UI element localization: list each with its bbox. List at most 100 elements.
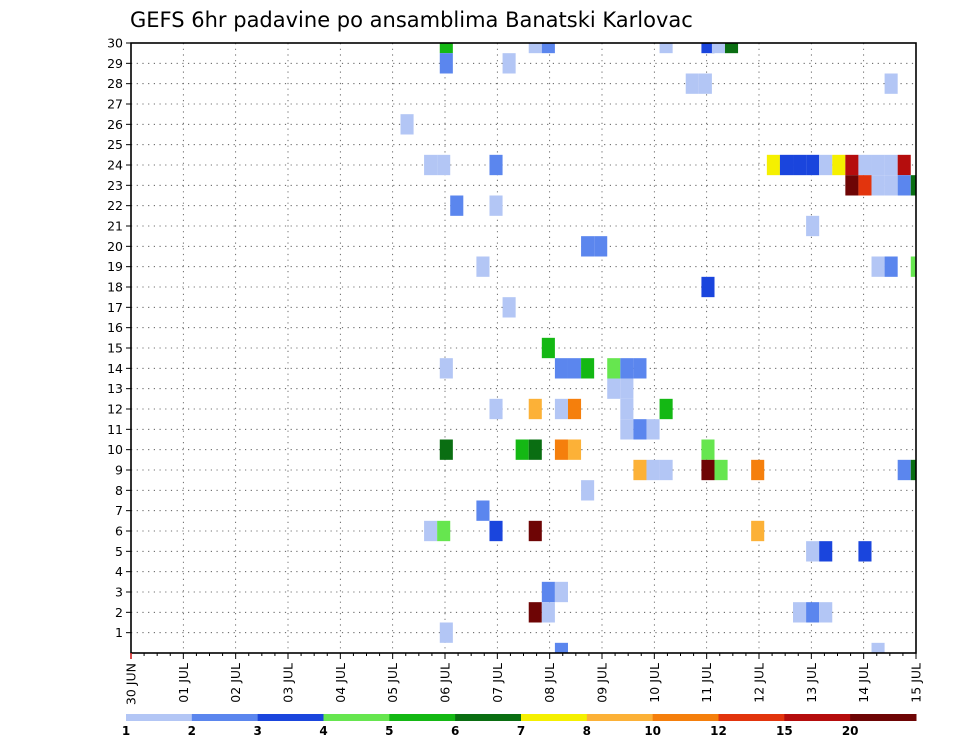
legend-swatch [323,714,390,721]
precip-cell [528,398,542,420]
legend-label: 3 [253,724,261,738]
legend-label: 2 [188,724,196,738]
x-tick-label: 08 JUL [542,663,557,703]
y-tick-label: 20 [107,239,123,254]
x-tick-label: 12 JUL [752,663,767,703]
y-tick-label: 9 [115,463,123,478]
precip-cell [400,114,414,135]
chart-title: GEFS 6hr padavine po ansamblima Banatski… [130,8,693,32]
precip-cell [633,358,647,379]
x-tick-label: 10 JUL [647,663,662,703]
precip-cell [554,642,568,653]
x-tick-label: 07 JUL [490,663,505,703]
precip-cell [711,43,725,54]
x-tick-label: 06 JUL [438,663,453,703]
precip-cell [793,602,807,623]
x-tick-label: 05 JUL [385,663,400,703]
legend-label: 6 [451,724,459,738]
precip-cell [766,154,780,176]
precip-cell [437,520,451,542]
precip-cell [819,602,833,623]
x-tick-label: 09 JUL [595,663,610,703]
precip-cell [806,154,820,176]
precip-cell [884,256,898,277]
precip-cell [554,398,568,420]
precip-cell [439,43,453,54]
y-tick-label: 28 [107,76,123,91]
precip-cell [659,398,673,420]
precip-cell [659,459,673,481]
precip-cell [439,439,453,460]
precip-cell [515,439,529,460]
precip-cell [554,581,568,603]
precip-cell [528,602,542,623]
y-tick-label: 11 [107,422,123,437]
y-tick-label: 23 [107,178,123,193]
precip-cell [424,154,438,176]
precip-cell [620,398,634,420]
x-tick-label: 11 JUL [699,663,714,703]
precip-cell [845,154,859,176]
precip-cell [607,378,621,399]
grid [131,43,916,653]
x-axis: 30 JUN 01 JUL 02 JUL 03 JUL 04 JUL 05 JUL 06 J… [124,653,924,705]
precip-cell [567,398,582,420]
precip-cell [528,43,542,54]
precip-cell [819,541,833,562]
precip-cell [871,154,885,176]
x-tick-label: 14 JUL [856,663,871,703]
precip-cell [528,520,542,542]
precip-cell [489,195,503,216]
y-tick-label: 7 [115,503,123,518]
precip-cell [819,154,833,176]
y-tick-label: 30 [107,36,123,51]
y-tick-label: 13 [107,381,123,396]
precip-cell [779,154,794,176]
legend-swatch [586,714,654,721]
precip-cell [502,53,516,74]
precip-cell [620,358,634,379]
precip-cell [897,459,911,481]
legend-swatch [455,714,522,721]
x-tick-label: 01 JUL [176,663,191,703]
x-tick-label: 30 JUN [124,663,139,705]
precip-cell [607,358,621,379]
precip-cell [701,459,715,481]
precip-cell [439,358,453,379]
legend-label: 10 [644,724,661,738]
precip-cell [567,358,582,379]
precip-cell [897,154,911,176]
legend-label: 1 [122,724,130,738]
y-tick-label: 21 [107,219,123,234]
precip-cell [701,439,715,460]
y-tick-label: 26 [107,117,123,132]
y-tick-label: 4 [115,564,123,579]
precip-cell [567,439,582,460]
precip-cell [701,276,715,298]
precip-cell [541,337,555,359]
y-tick-label: 16 [107,320,123,335]
precip-cell [793,154,807,176]
precip-cell [884,154,898,176]
legend-swatch [850,714,917,721]
precip-cell [871,642,885,653]
y-tick-label: 27 [107,97,123,112]
x-tick-label: 03 JUL [281,663,296,703]
precip-cell [724,43,739,54]
precip-cell [476,500,490,521]
y-tick-label: 22 [107,198,123,213]
precip-cell [620,419,634,440]
legend-swatch [191,714,259,721]
precip-cell [437,154,451,176]
precip-cell [633,419,647,440]
precip-cell [659,43,673,54]
legend-swatch [126,714,193,721]
precipitation-cells [400,43,916,653]
legend: 1 2 3 4 5 6 7 8 10 12 15 20 [122,714,917,738]
precip-cell [806,215,820,237]
precip-cell [871,175,885,196]
precip-cell [594,236,608,257]
y-tick-label: 1 [115,625,123,640]
precip-cell [450,195,464,216]
precip-cell [685,73,699,94]
